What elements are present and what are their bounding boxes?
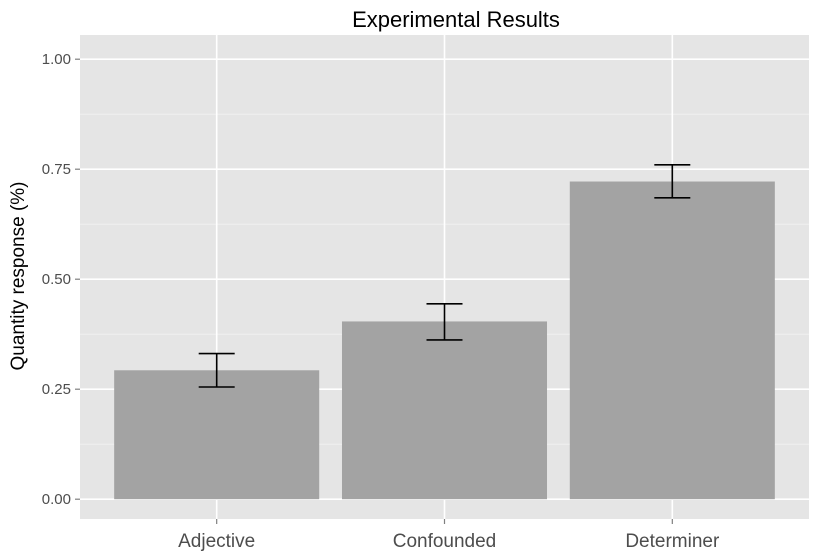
y-tick-label: 0.50 (42, 271, 71, 288)
error-bar-confounded (426, 303, 463, 341)
tick-labels: 0.00 0.25 0.50 0.75 1.00 Adjective Confounded D… (42, 51, 720, 552)
y-tick-label: 0.25 (42, 381, 71, 398)
x-tick-label: Confounded (393, 531, 497, 552)
error-bar-determiner (654, 164, 691, 199)
y-tick-label: 0.00 (42, 491, 71, 508)
tick-marks (75, 58, 673, 524)
x-tick-label: Adjective (178, 531, 255, 552)
error-bar-adjective (198, 352, 235, 388)
bar-confounded (341, 321, 548, 500)
x-tick-label: Determiner (625, 531, 720, 552)
error-bars (198, 164, 691, 388)
bar-adjective (114, 370, 320, 500)
bars (114, 181, 775, 500)
y-axis-label: Quantity response (%) (8, 181, 29, 370)
y-tick-label: 1.00 (42, 51, 71, 68)
y-tick-label: 0.75 (42, 161, 71, 178)
bar-determiner (569, 181, 775, 500)
chart-title: Experimental Results (352, 7, 560, 32)
